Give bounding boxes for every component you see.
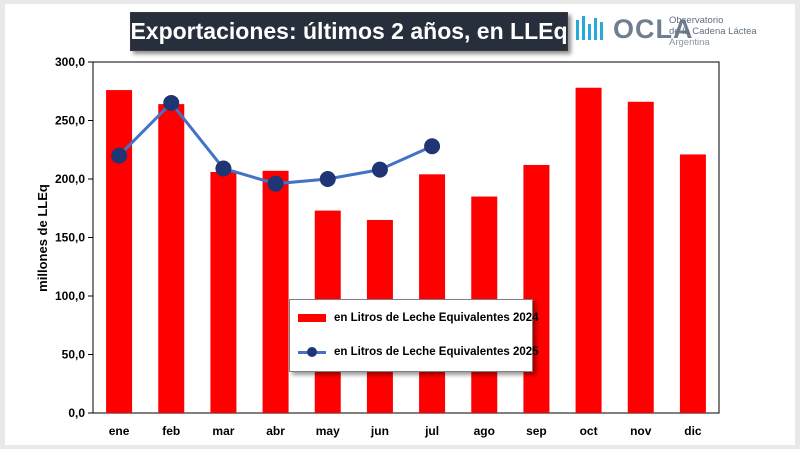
- y-tick-label: 50,0: [62, 348, 86, 362]
- line-2025: [111, 94, 441, 192]
- bar-2024-jul: [419, 174, 446, 413]
- bar-2024-dic: [679, 154, 706, 413]
- marker-2025-jul: [424, 138, 441, 155]
- logo-subtitle-1: Observatorio: [669, 15, 724, 26]
- x-tick-label: sep: [526, 424, 547, 438]
- bar-2024-feb: [158, 104, 185, 414]
- x-tick-label: may: [316, 424, 340, 438]
- x-axis-ticks: ene feb mar abr may jun jul ago sep oct nov dic: [109, 424, 702, 438]
- x-tick-label: jun: [370, 424, 389, 438]
- y-tick-label: 200,0: [55, 172, 85, 186]
- logo-wordmark: OCLA: [613, 14, 694, 44]
- marker-2025-abr: [267, 175, 284, 192]
- x-tick-label: jul: [424, 424, 439, 438]
- legend-label-2024: en Litros de Leche Equivalentes 2024: [334, 312, 539, 324]
- bar-2024-ene: [106, 90, 133, 413]
- x-tick-label: ene: [109, 424, 130, 438]
- y-tick-label: 250,0: [55, 114, 85, 128]
- bar-2024-mar: [210, 171, 237, 413]
- y-tick-label: 0,0: [68, 406, 85, 420]
- legend-label-2025: en Litros de Leche Equivalentes 2025: [334, 346, 539, 358]
- ocla-logo: OCLA Observatorio de la Cadena Láctea Ar…: [575, 10, 775, 54]
- legend-entry-2025: en Litros de Leche Equivalentes 2025: [298, 342, 539, 362]
- logo-subtitle-2: de la Cadena Láctea: [669, 26, 757, 37]
- y-tick-label: 300,0: [55, 55, 85, 69]
- x-tick-label: nov: [630, 424, 652, 438]
- y-axis-label: millones de LLEq: [35, 184, 50, 292]
- marker-2025-mar: [215, 160, 232, 177]
- x-tick-label: dic: [684, 424, 702, 438]
- marker-2025-may: [319, 171, 336, 187]
- legend-entry-2024: en Litros de Leche Equivalentes 2024: [298, 308, 539, 328]
- x-tick-label: ago: [474, 424, 495, 438]
- marker-2025-ene: [111, 147, 128, 164]
- legend-swatch-bar: [298, 314, 326, 322]
- x-tick-label: oct: [580, 424, 598, 438]
- marker-2025-feb: [163, 94, 180, 111]
- chart-title: Exportaciones: últimos 2 años, en LLEq: [130, 12, 568, 51]
- bar-2024-oct: [575, 87, 602, 414]
- bar-2024-sep: [523, 164, 550, 413]
- chart-legend: en Litros de Leche Equivalentes 2024 en …: [289, 299, 539, 372]
- bar-2024-abr: [262, 170, 289, 413]
- x-tick-label: feb: [162, 424, 180, 438]
- logo-bars-icon: [576, 16, 603, 40]
- y-axis-ticks: 0,0 50,0 100,0 150,0 200,0 250,0 300,0: [55, 55, 93, 420]
- x-tick-label: mar: [212, 424, 234, 438]
- marker-2025-jun: [371, 161, 388, 178]
- bar-2024-nov: [627, 101, 654, 413]
- x-tick-label: abr: [266, 424, 285, 438]
- legend-swatch-line: [298, 346, 326, 358]
- logo-subtitle-3: Argentina: [669, 37, 710, 48]
- y-tick-label: 150,0: [55, 231, 85, 245]
- y-tick-label: 100,0: [55, 289, 85, 303]
